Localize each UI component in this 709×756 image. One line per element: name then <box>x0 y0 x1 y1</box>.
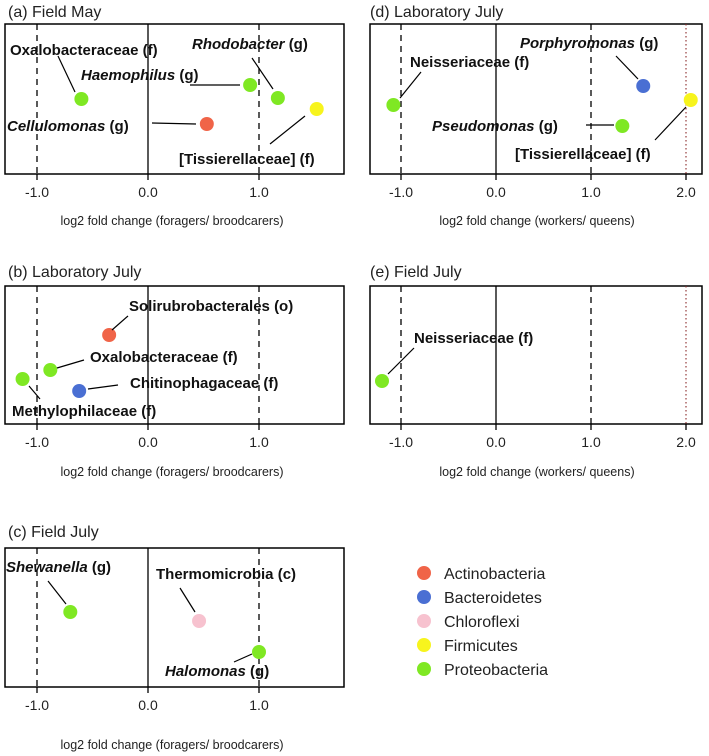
panel-a-title: (a) Field May <box>8 4 101 21</box>
point-label-chitinophagaceae: Chitinophagaceae (f) <box>130 375 278 392</box>
legend-label: Actinobacteria <box>444 566 545 583</box>
panel-e-title: (e) Field July <box>370 264 462 281</box>
x-tick-label: -1.0 <box>25 434 49 450</box>
x-tick-label: 1.0 <box>249 434 269 450</box>
leader-line <box>387 347 415 375</box>
data-point <box>375 374 389 388</box>
point-label-solirubrobacterales: Solirubrobacterales (o) <box>129 298 293 315</box>
data-point <box>252 645 266 659</box>
data-point <box>72 384 87 398</box>
data-point <box>192 614 207 628</box>
x-tick-label: -1.0 <box>389 184 413 200</box>
point-label-neisseriaceae-d: Neisseriaceae (f) <box>410 54 529 71</box>
legend-label: Firmicutes <box>444 638 518 655</box>
point-label-neisseriaceae-e: Neisseriaceae (f) <box>414 330 533 347</box>
x-tick-label: -1.0 <box>25 697 49 713</box>
x-tick-label: -1.0 <box>25 184 49 200</box>
legend-swatch <box>417 566 431 580</box>
leader-line <box>399 71 422 99</box>
legend-label: Chloroflexi <box>444 614 520 631</box>
panel-e-xlabel: log2 fold change (workers/ queens) <box>439 465 634 479</box>
point-label-thermomicrobia: Thermomicrobia (c) <box>156 566 296 583</box>
x-tick-label: 0.0 <box>138 697 158 713</box>
x-tick-label: 1.0 <box>249 697 269 713</box>
leader-line <box>615 55 639 80</box>
data-point <box>74 92 89 106</box>
data-point <box>243 78 258 92</box>
leader-line <box>233 653 253 663</box>
leader-line <box>654 106 687 141</box>
panel-b-frame <box>4 285 345 425</box>
x-tick-label: 0.0 <box>138 184 158 200</box>
point-label-methylophilaceae: Methylophilaceae (f) <box>12 403 156 420</box>
data-point <box>43 363 58 377</box>
legend-label: Proteobacteria <box>444 662 548 679</box>
legend-swatch <box>417 638 431 652</box>
data-point <box>386 98 401 112</box>
x-tick-label: 2.0 <box>676 184 696 200</box>
leader-line <box>179 587 196 613</box>
data-point <box>309 102 324 116</box>
legend-swatch <box>417 662 431 676</box>
point-label-cellulomonas: Cellulomonas (g) <box>7 118 129 135</box>
leader-line <box>111 315 129 331</box>
x-tick-label: 0.0 <box>486 434 506 450</box>
x-tick-label: 0.0 <box>138 434 158 450</box>
panel-b-xlabel: log2 fold change (foragers/ broodcarers) <box>60 465 283 479</box>
panel-c-title: (c) Field July <box>8 524 99 541</box>
panel-e: (e) Field July -1.0 0.0 1.0 2.0 Neisseriace… <box>369 264 703 479</box>
data-point <box>615 119 630 133</box>
panel-a-xlabel: log2 fold change (foragers/ broodcarers) <box>60 214 283 228</box>
x-tick-label: 1.0 <box>581 184 601 200</box>
legend-swatch <box>417 590 431 604</box>
data-point <box>102 328 117 342</box>
panel-d: (d) Laboratory July -1.0 0.0 1.0 2.0 Neisse… <box>369 4 703 228</box>
point-label-halomonas: Halomonas (g) <box>165 663 269 680</box>
panel-b: (b) Laboratory July -1.0 0.0 1.0 Solirubro… <box>4 264 345 479</box>
panel-a-frame <box>4 23 345 175</box>
point-label-tissierellaceae: [Tissierellaceae] (f) <box>179 151 315 168</box>
panel-b-title: (b) Laboratory July <box>8 264 141 281</box>
panel-d-xlabel: log2 fold change (workers/ queens) <box>439 214 634 228</box>
point-label-oxalobacteraceae-b: Oxalobacteraceae (f) <box>90 349 238 366</box>
point-label-rhodobacter: Rhodobacter (g) <box>192 36 308 53</box>
leader-line <box>47 580 67 605</box>
panel-c: (c) Field July -1.0 0.0 1.0 Shewanella (g)… <box>4 524 345 752</box>
point-label-haemophilus: Haemophilus (g) <box>81 67 199 84</box>
panel-a: (a) Field May -1.0 0.0 1.0 Oxalobacteracea… <box>4 4 345 228</box>
panel-e-frame <box>369 285 703 425</box>
leader-line <box>56 359 85 369</box>
x-tick-label: 2.0 <box>676 434 696 450</box>
data-point <box>270 91 285 105</box>
panel-c-frame <box>4 547 345 688</box>
leader-line <box>151 122 197 125</box>
panel-d-title: (d) Laboratory July <box>370 4 503 21</box>
legend-label: Bacteroidetes <box>444 590 542 607</box>
legend-swatch <box>417 614 431 628</box>
leader-line <box>269 115 306 145</box>
point-label-tissierellaceae-d: [Tissierellaceae] (f) <box>515 146 651 163</box>
panel-c-xlabel: log2 fold change (foragers/ broodcarers) <box>60 738 283 752</box>
data-point <box>63 605 78 619</box>
data-point <box>636 79 651 93</box>
point-label-porphyromonas: Porphyromonas (g) <box>520 35 658 52</box>
panel-d-frame <box>369 23 703 175</box>
legend: Actinobacteria Bacteroidetes Chloroflexi Fi… <box>417 566 548 679</box>
x-tick-label: 0.0 <box>486 184 506 200</box>
leader-line <box>87 384 119 390</box>
leader-line <box>251 57 274 90</box>
x-tick-label: 1.0 <box>581 434 601 450</box>
leader-line <box>57 55 76 93</box>
x-tick-label: 1.0 <box>249 184 269 200</box>
data-point <box>683 93 698 107</box>
point-label-oxalobacteraceae: Oxalobacteraceae (f) <box>10 42 158 59</box>
x-tick-label: -1.0 <box>389 434 413 450</box>
data-point <box>199 117 214 131</box>
point-label-pseudomonas: Pseudomonas (g) <box>432 118 558 135</box>
data-point <box>15 372 30 386</box>
point-label-shewanella: Shewanella (g) <box>6 559 111 576</box>
leader-line <box>28 385 41 400</box>
